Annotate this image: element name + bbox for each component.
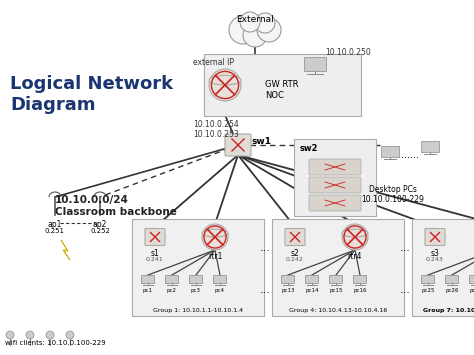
Text: pc16: pc16 [353, 288, 367, 293]
Circle shape [6, 331, 14, 339]
FancyBboxPatch shape [204, 54, 361, 116]
Circle shape [255, 13, 275, 33]
Circle shape [26, 331, 34, 339]
Text: ...: ... [260, 243, 271, 253]
Circle shape [66, 331, 74, 339]
Text: 0.242: 0.242 [286, 257, 304, 262]
Text: 10.10.0.250: 10.10.0.250 [325, 48, 371, 57]
FancyBboxPatch shape [329, 275, 343, 283]
Text: 10.10.0.253: 10.10.0.253 [193, 130, 239, 139]
Text: external IP: external IP [193, 58, 234, 67]
FancyBboxPatch shape [421, 275, 435, 283]
Text: 10.10.0.254: 10.10.0.254 [193, 120, 239, 129]
Text: pc2: pc2 [167, 288, 177, 293]
Ellipse shape [202, 229, 228, 237]
Ellipse shape [342, 229, 368, 237]
FancyBboxPatch shape [354, 275, 366, 283]
Text: ...: ... [400, 285, 410, 295]
Circle shape [243, 23, 267, 47]
Circle shape [240, 12, 260, 32]
Text: pc3: pc3 [191, 288, 201, 293]
FancyBboxPatch shape [306, 275, 319, 283]
Text: rtr4: rtr4 [348, 252, 362, 261]
FancyBboxPatch shape [190, 275, 202, 283]
FancyBboxPatch shape [213, 275, 227, 283]
Text: pc25: pc25 [421, 288, 435, 293]
FancyBboxPatch shape [309, 177, 361, 193]
Text: Group 1: 10.10.1.1-10.10.1.4: Group 1: 10.10.1.1-10.10.1.4 [153, 308, 243, 313]
FancyBboxPatch shape [282, 275, 294, 283]
Ellipse shape [209, 75, 241, 85]
Text: 10.10.0.0/24
Classroom backbone: 10.10.0.0/24 Classroom backbone [55, 195, 177, 217]
Text: sw1: sw1 [252, 137, 272, 146]
FancyBboxPatch shape [446, 275, 458, 283]
Text: External: External [236, 15, 274, 23]
Circle shape [229, 16, 257, 44]
Text: ......: ...... [401, 150, 419, 160]
FancyBboxPatch shape [285, 229, 305, 246]
FancyBboxPatch shape [309, 159, 361, 175]
FancyBboxPatch shape [225, 134, 251, 156]
FancyBboxPatch shape [304, 57, 326, 71]
FancyBboxPatch shape [142, 275, 155, 283]
Text: Desktop PCs
10.10.0.100-229: Desktop PCs 10.10.0.100-229 [362, 185, 424, 204]
Text: s1: s1 [151, 249, 159, 258]
Text: ap2: ap2 [93, 220, 107, 229]
Text: Group 4: 10.10.4.13-10.10.4.16: Group 4: 10.10.4.13-10.10.4.16 [289, 308, 387, 313]
Circle shape [342, 224, 368, 250]
Text: 0.252: 0.252 [90, 228, 110, 234]
Circle shape [46, 331, 54, 339]
FancyBboxPatch shape [165, 275, 179, 283]
Text: 0.243: 0.243 [426, 257, 444, 262]
Text: sw2: sw2 [300, 144, 319, 153]
Text: s2: s2 [291, 249, 300, 258]
FancyBboxPatch shape [421, 141, 439, 152]
Text: ...: ... [400, 243, 410, 253]
Text: GW RTR
NOC: GW RTR NOC [265, 80, 299, 100]
FancyBboxPatch shape [132, 219, 264, 316]
Text: 0.251: 0.251 [45, 228, 65, 234]
Text: pc15: pc15 [329, 288, 343, 293]
FancyBboxPatch shape [145, 229, 165, 246]
Text: s3: s3 [430, 249, 439, 258]
Text: 0.241: 0.241 [146, 257, 164, 262]
FancyBboxPatch shape [272, 219, 404, 316]
FancyBboxPatch shape [470, 275, 474, 283]
Text: ...: ... [260, 285, 271, 295]
Circle shape [257, 18, 281, 42]
Text: ap1: ap1 [48, 220, 62, 229]
FancyBboxPatch shape [381, 146, 399, 157]
FancyBboxPatch shape [294, 139, 376, 216]
Text: Logical Network
Diagram: Logical Network Diagram [10, 75, 173, 114]
FancyBboxPatch shape [412, 219, 474, 316]
Text: pc1: pc1 [143, 288, 153, 293]
Text: pc14: pc14 [305, 288, 319, 293]
Text: pc27: pc27 [469, 288, 474, 293]
Text: pc13: pc13 [281, 288, 295, 293]
Polygon shape [61, 240, 70, 260]
Text: pc4: pc4 [215, 288, 225, 293]
FancyBboxPatch shape [309, 195, 361, 211]
Text: rtr1: rtr1 [208, 252, 222, 261]
Text: pc26: pc26 [445, 288, 459, 293]
Circle shape [202, 224, 228, 250]
Text: wifi clients: 10.10.0.100-229: wifi clients: 10.10.0.100-229 [5, 340, 106, 346]
Text: Group 7: 10.10.7.25-10.10.7.28: Group 7: 10.10.7.25-10.10.7.28 [423, 308, 474, 313]
Circle shape [209, 69, 241, 101]
FancyBboxPatch shape [425, 229, 445, 246]
